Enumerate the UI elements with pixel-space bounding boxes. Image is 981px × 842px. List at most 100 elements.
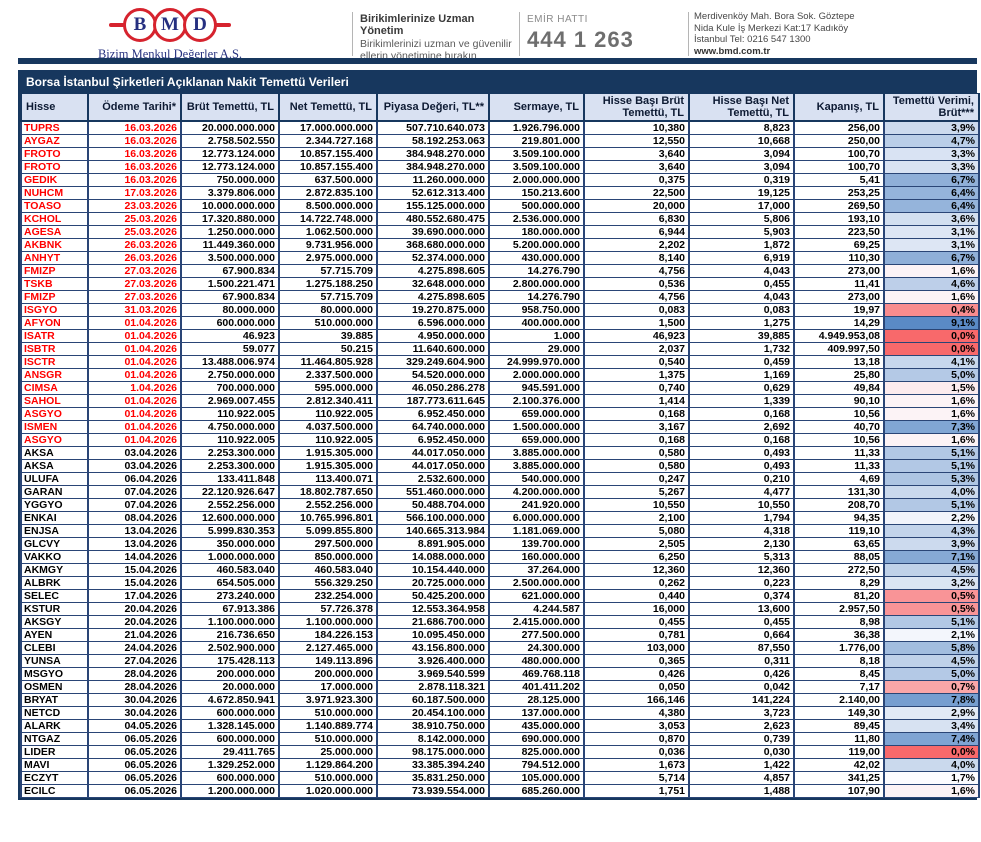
- gross-dividend-per-share-cell: 0,168: [583, 407, 690, 421]
- net-dividend-per-share-cell: 141,224: [688, 693, 795, 707]
- net-dividend-per-share-cell: 39,885: [688, 329, 795, 343]
- gross-dividend-cell: 67.900.834: [180, 290, 280, 304]
- net-dividend-per-share-cell: 1,422: [688, 758, 795, 772]
- market-cap-cell: 6.952.450.000: [376, 433, 490, 447]
- gross-dividend-per-share-cell: 0,455: [583, 615, 690, 629]
- payment-date-cell: 04.05.2026: [87, 719, 182, 733]
- gross-dividend-per-share-cell: 1,414: [583, 394, 690, 408]
- payment-date-cell: 21.04.2026: [87, 628, 182, 642]
- ticker-cell: ECZYT: [20, 771, 89, 785]
- capital-cell: 2.100.376.000: [488, 394, 585, 408]
- net-dividend-cell: 10.765.996.801: [278, 511, 378, 525]
- capital-cell: 37.264.000: [488, 563, 585, 577]
- gross-dividend-cell: 133.411.848: [180, 472, 280, 486]
- ticker-cell: ALARK: [20, 719, 89, 733]
- table-row: FMIZP 27.03.2026 67.900.834 57.715.709 4.275…: [20, 290, 980, 304]
- gross-dividend-cell: 350.000.000: [180, 537, 280, 551]
- table-row: OSMEN 28.04.2026 20.000.000 17.000.000 2.878…: [20, 680, 980, 694]
- dividend-yield-cell: 3,3%: [883, 147, 980, 161]
- table-row: ISMEN 01.04.2026 4.750.000.000 4.037.500.00…: [20, 420, 980, 434]
- net-dividend-per-share-cell: 1,488: [688, 784, 795, 798]
- ticker-cell: BRYAT: [20, 693, 89, 707]
- payment-date-cell: 25.03.2026: [87, 225, 182, 239]
- payment-date-cell: 20.04.2026: [87, 602, 182, 616]
- bmd-logo-art: B M D: [95, 6, 245, 44]
- close-price-cell: 11,41: [793, 277, 885, 291]
- market-cap-cell: 2.532.600.000: [376, 472, 490, 486]
- net-dividend-per-share-cell: 0,459: [688, 355, 795, 369]
- gross-dividend-per-share-cell: 1,375: [583, 368, 690, 382]
- logo-letter: B: [133, 14, 147, 35]
- market-cap-cell: 4.950.000.000: [376, 329, 490, 343]
- net-dividend-per-share-cell: 1,732: [688, 342, 795, 356]
- gross-dividend-cell: 1.328.145.000: [180, 719, 280, 733]
- slogan-title: Birikimlerinize Uzman Yönetim: [360, 13, 475, 37]
- gross-dividend-cell: 654.505.000: [180, 576, 280, 590]
- gross-dividend-per-share-cell: 20,000: [583, 199, 690, 213]
- close-price-cell: 149,30: [793, 706, 885, 720]
- capital-cell: 5.200.000.000: [488, 238, 585, 252]
- close-price-cell: 13,18: [793, 355, 885, 369]
- gross-dividend-per-share-cell: 4,380: [583, 706, 690, 720]
- dividend-yield-cell: 3,4%: [883, 719, 980, 733]
- close-price-cell: 8,18: [793, 654, 885, 668]
- market-cap-cell: 507.710.640.073: [376, 120, 490, 135]
- payment-date-cell: 27.04.2026: [87, 654, 182, 668]
- close-price-cell: 11,33: [793, 446, 885, 460]
- market-cap-cell: 6.952.450.000: [376, 407, 490, 421]
- gross-dividend-per-share-cell: 0,781: [583, 628, 690, 642]
- market-cap-cell: 384.948.270.000: [376, 147, 490, 161]
- payment-date-cell: 06.05.2026: [87, 732, 182, 746]
- table-row: AFYON 01.04.2026 600.000.000 510.000.000 6.5…: [20, 316, 980, 330]
- ticker-cell: NETCD: [20, 706, 89, 720]
- close-price-cell: 63,65: [793, 537, 885, 551]
- close-price-cell: 42,02: [793, 758, 885, 772]
- market-cap-cell: 54.520.000.000: [376, 368, 490, 382]
- net-dividend-per-share-cell: 4,857: [688, 771, 795, 785]
- col-header-dividend-yield: Temettü Verimi, Brüt***: [883, 93, 980, 122]
- capital-cell: 29.000: [488, 342, 585, 356]
- net-dividend-cell: 232.254.000: [278, 589, 378, 603]
- dividend-yield-cell: 3,2%: [883, 576, 980, 590]
- capital-cell: 2.500.000.000: [488, 576, 585, 590]
- payment-date-cell: 17.04.2026: [87, 589, 182, 603]
- net-dividend-per-share-cell: 0,493: [688, 446, 795, 460]
- ticker-cell: ISGYO: [20, 303, 89, 317]
- gross-dividend-per-share-cell: 6,944: [583, 225, 690, 239]
- ticker-cell: AYGAZ: [20, 134, 89, 148]
- website-link[interactable]: www.bmd.com.tr: [694, 45, 771, 57]
- close-price-cell: 89,45: [793, 719, 885, 733]
- net-dividend-cell: 149.113.896: [278, 654, 378, 668]
- net-dividend-cell: 110.922.005: [278, 407, 378, 421]
- gross-dividend-cell: 12.773.124.000: [180, 147, 280, 161]
- order-hotline-label: EMİR HATTI: [527, 14, 588, 25]
- ticker-cell: TUPRS: [20, 120, 89, 135]
- payment-date-cell: 30.04.2026: [87, 693, 182, 707]
- table-row: VAKKO 14.04.2026 1.000.000.000 850.000.000 1…: [20, 550, 980, 564]
- close-price-cell: 94,35: [793, 511, 885, 525]
- gross-dividend-per-share-cell: 1,500: [583, 316, 690, 330]
- market-cap-cell: 187.773.611.645: [376, 394, 490, 408]
- payment-date-cell: 06.05.2026: [87, 784, 182, 798]
- net-dividend-cell: 50.215: [278, 342, 378, 356]
- gross-dividend-per-share-cell: 0,083: [583, 303, 690, 317]
- ticker-cell: GLCVY: [20, 537, 89, 551]
- payment-date-cell: 03.04.2026: [87, 446, 182, 460]
- market-cap-cell: 566.100.000.000: [376, 511, 490, 525]
- dividend-yield-cell: 4,5%: [883, 654, 980, 668]
- table-row: AGESA 25.03.2026 1.250.000.000 1.062.500.00…: [20, 225, 980, 239]
- gross-dividend-cell: 4.672.850.941: [180, 693, 280, 707]
- payment-date-cell: 30.04.2026: [87, 706, 182, 720]
- net-dividend-per-share-cell: 0,374: [688, 589, 795, 603]
- dividend-yield-cell: 7,4%: [883, 732, 980, 746]
- payment-date-cell: 23.03.2026: [87, 199, 182, 213]
- gross-dividend-cell: 600.000.000: [180, 316, 280, 330]
- dividend-yield-cell: 5,1%: [883, 498, 980, 512]
- ticker-cell: YGGYO: [20, 498, 89, 512]
- capital-cell: 400.000.000: [488, 316, 585, 330]
- close-price-cell: 88,05: [793, 550, 885, 564]
- payment-date-cell: 26.03.2026: [87, 238, 182, 252]
- market-cap-cell: 43.156.800.000: [376, 641, 490, 655]
- capital-cell: 401.411.202: [488, 680, 585, 694]
- net-dividend-cell: 2.975.000.000: [278, 251, 378, 265]
